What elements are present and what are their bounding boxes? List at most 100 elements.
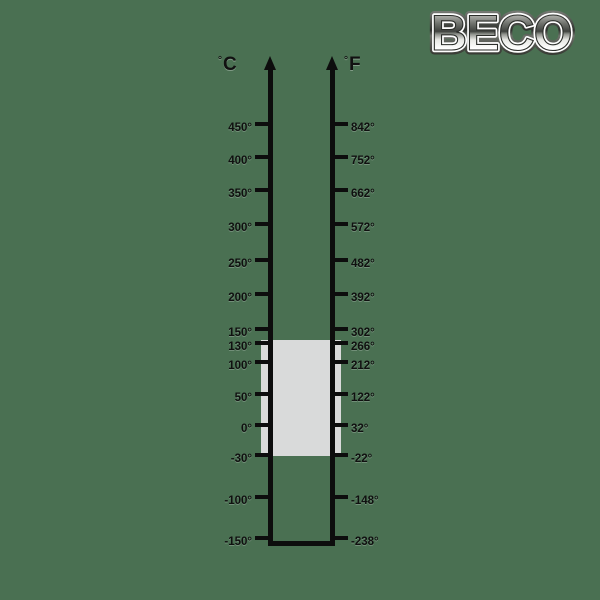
fahrenheit-tick-label: 572° <box>351 222 375 234</box>
celsius-tick-label-wrap: 350° <box>196 184 252 202</box>
celsius-tick-label: -150° <box>224 536 252 548</box>
fahrenheit-tick-mark <box>334 327 348 331</box>
celsius-tick-mark <box>255 423 269 427</box>
fahrenheit-tick-label: 32° <box>351 423 369 435</box>
fahrenheit-tick-label: -148° <box>351 495 379 507</box>
celsius-tick-label: -100° <box>224 495 252 507</box>
celsius-tick-mark <box>255 392 269 396</box>
celsius-tick-label: 300° <box>228 222 252 234</box>
fahrenheit-tick-mark <box>334 360 348 364</box>
fahrenheit-tick-mark <box>334 392 348 396</box>
fahrenheit-axis-rail <box>330 68 335 546</box>
celsius-tick-mark <box>255 327 269 331</box>
celsius-tick-label-wrap: 250° <box>196 254 252 272</box>
celsius-tick-label: 250° <box>228 258 252 270</box>
celsius-tick-label: 0° <box>241 423 252 435</box>
fahrenheit-tick-label: 482° <box>351 258 375 270</box>
fahrenheit-tick-label-wrap: 302° <box>351 323 411 341</box>
celsius-unit-header: °C <box>218 55 237 74</box>
celsius-tick-label: 130° <box>228 341 252 353</box>
celsius-tick-mark <box>255 341 269 345</box>
fahrenheit-tick-mark <box>334 258 348 262</box>
fahrenheit-tick-label: 842° <box>351 122 375 134</box>
celsius-axis-arrow-icon <box>264 56 276 70</box>
celsius-tick-label-wrap: -100° <box>196 491 252 509</box>
celsius-tick-label: 450° <box>228 122 252 134</box>
fahrenheit-tick-label-wrap: 752° <box>351 151 411 169</box>
fahrenheit-tick-label-wrap: 842° <box>351 118 411 136</box>
celsius-tick-label: 50° <box>234 392 252 404</box>
fahrenheit-degree-symbol: ° <box>344 54 348 66</box>
fahrenheit-tick-mark <box>334 341 348 345</box>
svg-text:BECO: BECO <box>431 6 571 61</box>
celsius-tick-label-wrap: 200° <box>196 288 252 306</box>
axis-base-connector <box>268 541 335 546</box>
celsius-tick-label-wrap: -30° <box>196 449 252 467</box>
fahrenheit-tick-label: 752° <box>351 155 375 167</box>
celsius-axis-rail <box>268 68 273 546</box>
fahrenheit-tick-label: -238° <box>351 536 379 548</box>
celsius-tick-label-wrap: 130° <box>196 337 252 355</box>
fahrenheit-unit-letter: F <box>349 54 361 75</box>
beco-logo: BECO BECO BECO <box>428 6 590 62</box>
fahrenheit-tick-label-wrap: -238° <box>351 532 411 550</box>
fahrenheit-tick-label-wrap: 212° <box>351 356 411 374</box>
fahrenheit-tick-mark <box>334 222 348 226</box>
celsius-tick-mark <box>255 155 269 159</box>
fahrenheit-tick-label: 266° <box>351 341 375 353</box>
fahrenheit-tick-label-wrap: 662° <box>351 184 411 202</box>
fahrenheit-axis-arrow-icon <box>326 56 338 70</box>
celsius-tick-label: 200° <box>228 292 252 304</box>
beco-logo-letters: BECO BECO BECO <box>428 6 577 62</box>
celsius-tick-mark <box>255 453 269 457</box>
celsius-tick-mark <box>255 222 269 226</box>
celsius-tick-mark <box>255 122 269 126</box>
beco-logo-svg: BECO BECO BECO <box>428 6 577 62</box>
celsius-degree-symbol: ° <box>218 54 222 66</box>
fahrenheit-tick-mark <box>334 495 348 499</box>
celsius-tick-label-wrap: 0° <box>196 419 252 437</box>
fahrenheit-tick-label: 392° <box>351 292 375 304</box>
fahrenheit-tick-mark <box>334 453 348 457</box>
fahrenheit-tick-label-wrap: 392° <box>351 288 411 306</box>
celsius-tick-mark <box>255 360 269 364</box>
celsius-unit-letter: C <box>223 54 237 75</box>
fahrenheit-tick-label-wrap: 32° <box>351 419 411 437</box>
celsius-tick-mark <box>255 495 269 499</box>
fahrenheit-tick-label-wrap: 266° <box>351 337 411 355</box>
fahrenheit-tick-label-wrap: -22° <box>351 449 411 467</box>
fahrenheit-tick-mark <box>334 188 348 192</box>
celsius-tick-label: 100° <box>228 360 252 372</box>
celsius-tick-label-wrap: -150° <box>196 532 252 550</box>
fahrenheit-tick-mark <box>334 122 348 126</box>
fahrenheit-tick-label-wrap: 572° <box>351 218 411 236</box>
celsius-tick-mark <box>255 536 269 540</box>
celsius-tick-label-wrap: 150° <box>196 323 252 341</box>
celsius-tick-mark <box>255 188 269 192</box>
celsius-tick-label: 400° <box>228 155 252 167</box>
celsius-tick-label-wrap: 450° <box>196 118 252 136</box>
fahrenheit-unit-header: °F <box>344 55 361 74</box>
fahrenheit-tick-mark <box>334 155 348 159</box>
celsius-tick-mark <box>255 258 269 262</box>
fahrenheit-tick-label: 122° <box>351 392 375 404</box>
celsius-tick-mark <box>255 292 269 296</box>
celsius-tick-label-wrap: 100° <box>196 356 252 374</box>
fahrenheit-tick-label: 212° <box>351 360 375 372</box>
celsius-tick-label-wrap: 400° <box>196 151 252 169</box>
fahrenheit-tick-mark <box>334 423 348 427</box>
fahrenheit-tick-label-wrap: 122° <box>351 388 411 406</box>
fahrenheit-tick-label: 662° <box>351 188 375 200</box>
celsius-tick-label: -30° <box>230 453 252 465</box>
celsius-tick-label: 350° <box>228 188 252 200</box>
celsius-tick-label: 150° <box>228 327 252 339</box>
fahrenheit-tick-mark <box>334 292 348 296</box>
svg-text:BECO: BECO <box>431 6 571 61</box>
fahrenheit-tick-label-wrap: -148° <box>351 491 411 509</box>
celsius-tick-label-wrap: 300° <box>196 218 252 236</box>
temperature-fill-band <box>261 340 341 456</box>
fahrenheit-tick-label: 302° <box>351 327 375 339</box>
svg-text:BECO: BECO <box>431 6 571 61</box>
fahrenheit-tick-mark <box>334 536 348 540</box>
